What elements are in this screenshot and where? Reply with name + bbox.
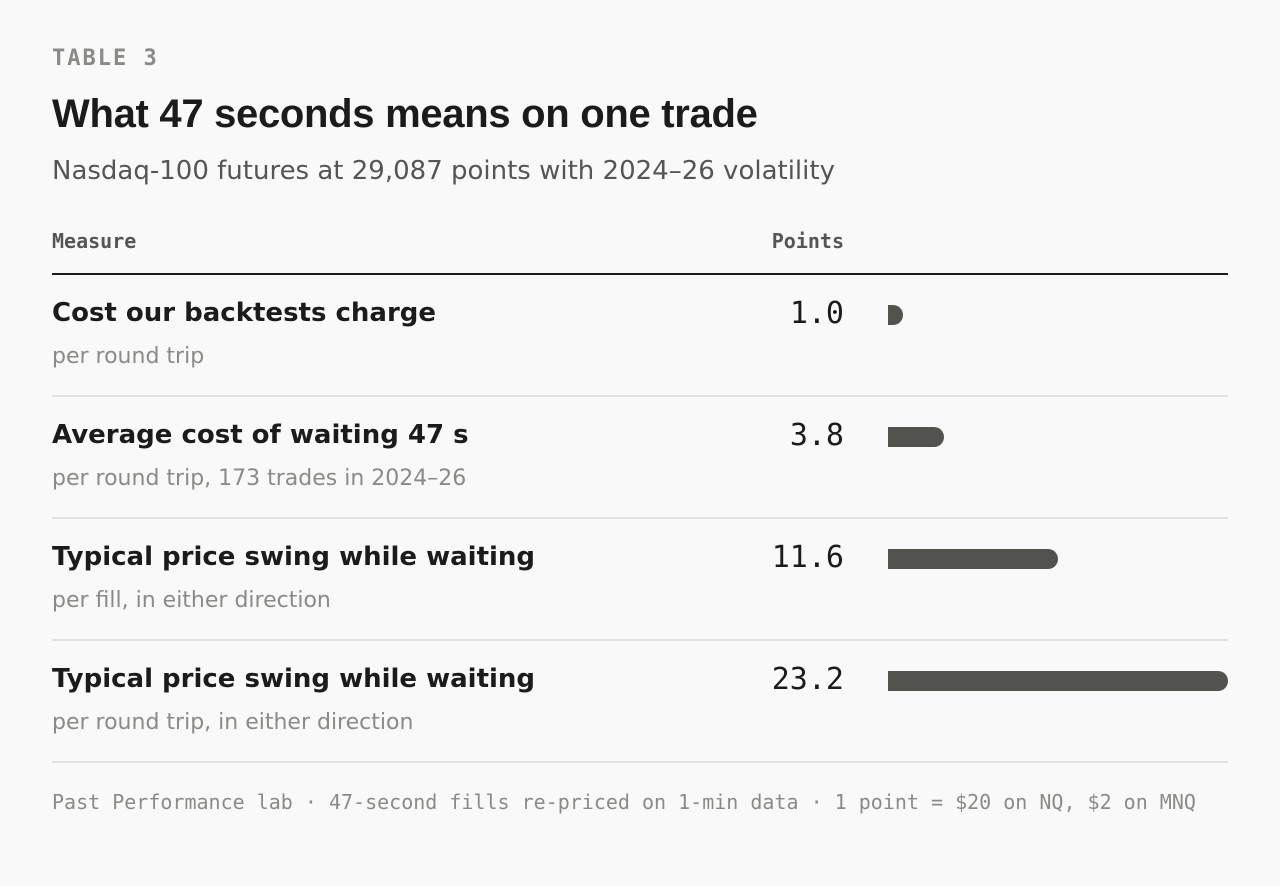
table-header: Measure Points: [52, 229, 1228, 275]
row-value: 11.6: [771, 540, 844, 575]
row-label: Typical price swing while waiting: [52, 542, 536, 572]
row-note: per round trip, in either direction: [52, 710, 414, 735]
row-value: 1.0: [789, 296, 844, 331]
header-points: Points: [771, 229, 844, 253]
row-value: 23.2: [771, 662, 844, 697]
row-note: per round trip, 173 trades in 2024–26: [52, 466, 467, 491]
row-bar: [888, 427, 944, 447]
row-label: Cost our backtests charge: [52, 298, 437, 328]
table-row: Average cost of waiting 47 s per round tr…: [52, 396, 1228, 519]
table-footer: Past Performance lab · 47-second fills r…: [52, 790, 1196, 814]
row-value: 3.8: [789, 418, 844, 453]
row-bar: [888, 305, 903, 325]
table-eyebrow: TABLE 3: [52, 46, 159, 71]
row-label: Typical price swing while waiting: [52, 664, 536, 694]
table-row: Cost our backtests charge per round trip 1…: [52, 274, 1228, 397]
row-bar: [888, 671, 1228, 691]
table-row: Typical price swing while waiting per rou…: [52, 640, 1228, 763]
table-row: Typical price swing while waiting per fil…: [52, 518, 1228, 641]
row-label: Average cost of waiting 47 s: [52, 420, 469, 450]
row-bar: [888, 549, 1058, 569]
row-note: per fill, in either direction: [52, 588, 331, 613]
table-subtitle: Nasdaq-100 futures at 29,087 points with…: [52, 156, 835, 186]
row-note: per round trip: [52, 344, 205, 369]
table-title: What 47 seconds means on one trade: [52, 92, 758, 136]
header-measure: Measure: [52, 229, 137, 253]
